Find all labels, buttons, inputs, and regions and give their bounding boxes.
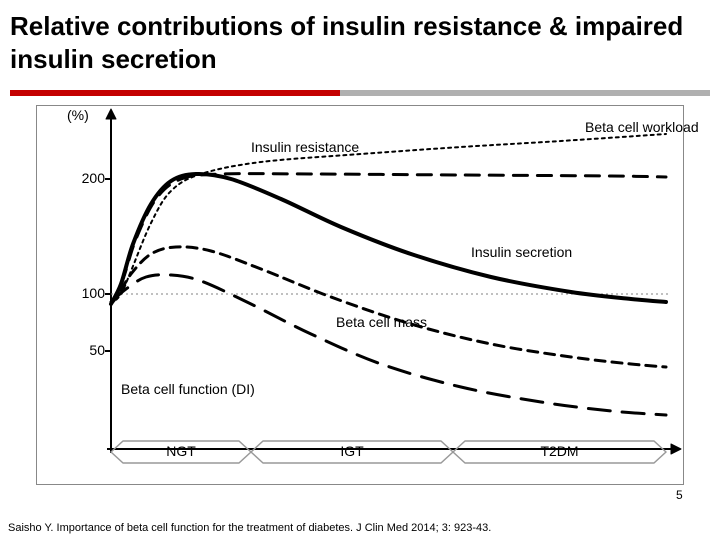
slide: Relative contributions of insulin resist…	[0, 0, 720, 540]
chart-svg	[37, 106, 685, 486]
slide-title: Relative contributions of insulin resist…	[10, 10, 710, 75]
citation: Saisho Y. Importance of beta cell functi…	[8, 522, 712, 534]
label-beta-cell-function: Beta cell function (DI)	[121, 381, 255, 397]
stage-t2dm: T2DM	[520, 443, 600, 459]
label-insulin-resistance: Insulin resistance	[251, 139, 359, 155]
stage-igt: IGT	[312, 443, 392, 459]
label-beta-cell-mass: Beta cell mass	[336, 314, 427, 330]
title-underline-red	[10, 90, 340, 96]
chart-container: (%) 200 100 50 Beta cell workload Insuli…	[36, 105, 684, 485]
title-underline-gray	[340, 90, 710, 96]
page-number: 5	[676, 488, 683, 502]
stage-ngt: NGT	[141, 443, 221, 459]
label-beta-cell-workload: Beta cell workload	[585, 119, 699, 135]
label-insulin-secretion: Insulin secretion	[471, 244, 572, 260]
